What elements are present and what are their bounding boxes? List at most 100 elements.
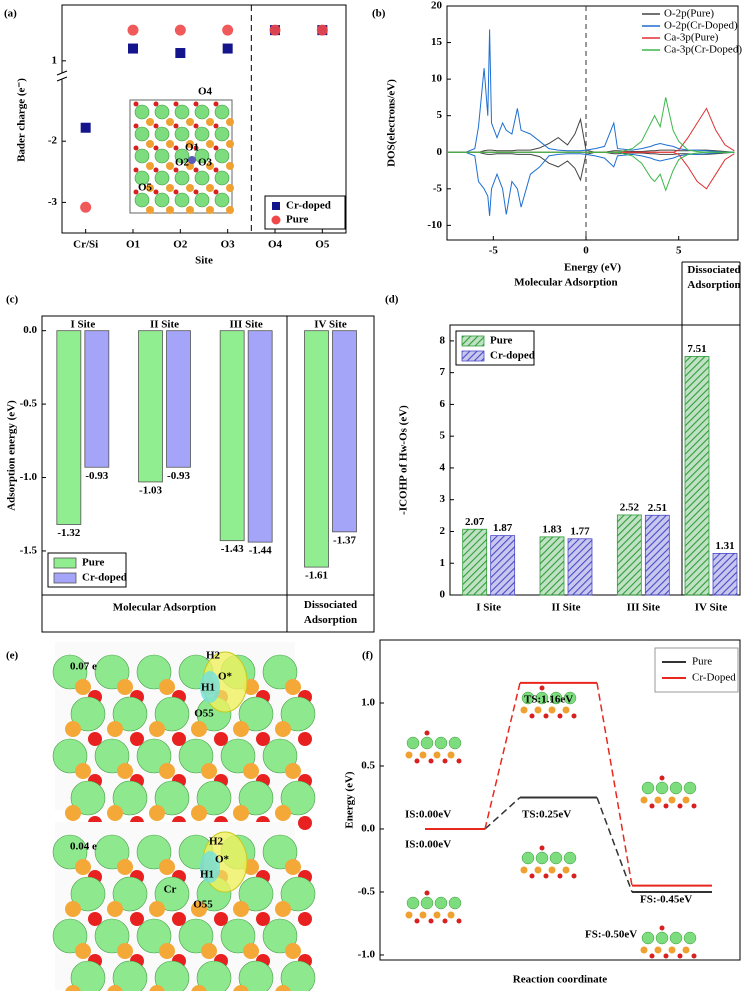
y-axis-label: -ICOHP of Hw-Os (eV) [398, 405, 410, 515]
inset-atom [194, 104, 210, 120]
structure-icon [649, 953, 655, 959]
structure-icon [433, 751, 441, 759]
y-tick-label: 6 [440, 398, 446, 410]
y-tick-label: 20 [431, 0, 443, 12]
atom [201, 943, 217, 959]
bar [304, 330, 329, 568]
structure-icon [548, 706, 556, 714]
x-axis-label: Site [195, 255, 213, 267]
atom-label: O55 [194, 708, 214, 720]
inset-atom [166, 162, 174, 170]
group-label: Molecular Adsorption [113, 602, 216, 614]
inset-atom [226, 162, 234, 170]
atom [75, 763, 91, 779]
structure-icon [420, 736, 434, 750]
atom [159, 943, 175, 959]
inset-atom [214, 104, 230, 120]
atom [154, 960, 190, 991]
inset-atom [154, 148, 170, 164]
atom [75, 679, 91, 695]
dos-line [447, 151, 735, 216]
dos-line [447, 151, 735, 192]
inset-atom [206, 206, 214, 214]
bar [166, 330, 191, 468]
atom [154, 876, 190, 912]
legend-swatch [461, 335, 485, 347]
structure-icon [563, 691, 577, 705]
marker-square [175, 48, 186, 59]
inset-atom [214, 126, 230, 142]
legend-label: Pure [82, 557, 105, 569]
inset-atom [193, 167, 199, 173]
atom-label: O55 [193, 899, 213, 911]
inset-atom [206, 162, 214, 170]
panel-label: (e) [6, 650, 19, 662]
charge-label: 0.04 e [70, 841, 97, 853]
plot-frame [446, 5, 739, 241]
x-tick-label: O3 [221, 239, 236, 251]
inset-atom [194, 148, 210, 164]
structure-icon [655, 931, 669, 945]
y-tick-label: -1.0 [358, 948, 376, 960]
structure-icon [683, 781, 697, 795]
structure-icon [529, 873, 535, 879]
value-label: 2.52 [620, 501, 640, 513]
structure-icon [659, 925, 665, 931]
atom-label: O* [218, 671, 233, 683]
group-label: Molecular Adsorption [514, 277, 617, 289]
structure-icon [683, 931, 697, 945]
value-label: 1.77 [570, 525, 590, 537]
atom [75, 943, 91, 959]
inset-atom [213, 189, 219, 195]
axis-break-gap [57, 73, 67, 79]
structure-icon [654, 946, 662, 954]
y-tick-label: 1.0 [361, 697, 375, 709]
structure-icon [434, 736, 448, 750]
inset-atom [133, 189, 139, 195]
value-label: -1.37 [333, 534, 356, 546]
marker-circle [174, 24, 186, 36]
inset-atom [193, 145, 199, 151]
structure-icon [419, 751, 427, 759]
atom [196, 960, 232, 991]
y-tick-label: 15 [431, 36, 443, 48]
atom [112, 960, 148, 991]
charge-label: 0.07 e [70, 661, 97, 673]
atom [112, 876, 148, 912]
inset-atom [174, 104, 190, 120]
value-label: IS:0.00eV [405, 809, 451, 821]
structure-icon [543, 873, 549, 879]
y-axis-label: DOS(electrons/eV) [386, 79, 398, 167]
bar [490, 535, 516, 596]
inset-atom [153, 101, 159, 107]
inset-atom [134, 126, 150, 142]
atom [275, 901, 291, 917]
legend-label: Cr-doped [286, 200, 331, 212]
structure-icon [535, 851, 549, 865]
y-tick-label: 1 [52, 54, 58, 66]
x-tick-label: 5 [676, 245, 682, 257]
structure-icon [548, 866, 556, 874]
structure-icon [424, 730, 430, 736]
inset-atom [134, 104, 150, 120]
structure-icon [448, 736, 462, 750]
atom [238, 960, 274, 991]
y-tick-label: -1.0 [20, 471, 38, 483]
y-tick-label: 0.0 [361, 823, 375, 835]
marker-square [80, 122, 91, 133]
structure-icon [571, 873, 577, 879]
panel-label: (b) [372, 8, 386, 20]
inset-atom [133, 101, 139, 107]
value-label: 7.51 [687, 343, 706, 355]
y-tick-label: 7 [440, 366, 446, 378]
y-tick-label: -0.5 [20, 398, 38, 410]
inset-atom [186, 184, 194, 192]
value-label: -1.44 [249, 545, 272, 557]
charge-cloud [200, 851, 220, 883]
inset-atom [146, 162, 154, 170]
atom [233, 901, 249, 917]
atom [117, 679, 133, 695]
inset-atom [134, 192, 150, 208]
inset-atom [214, 170, 230, 186]
